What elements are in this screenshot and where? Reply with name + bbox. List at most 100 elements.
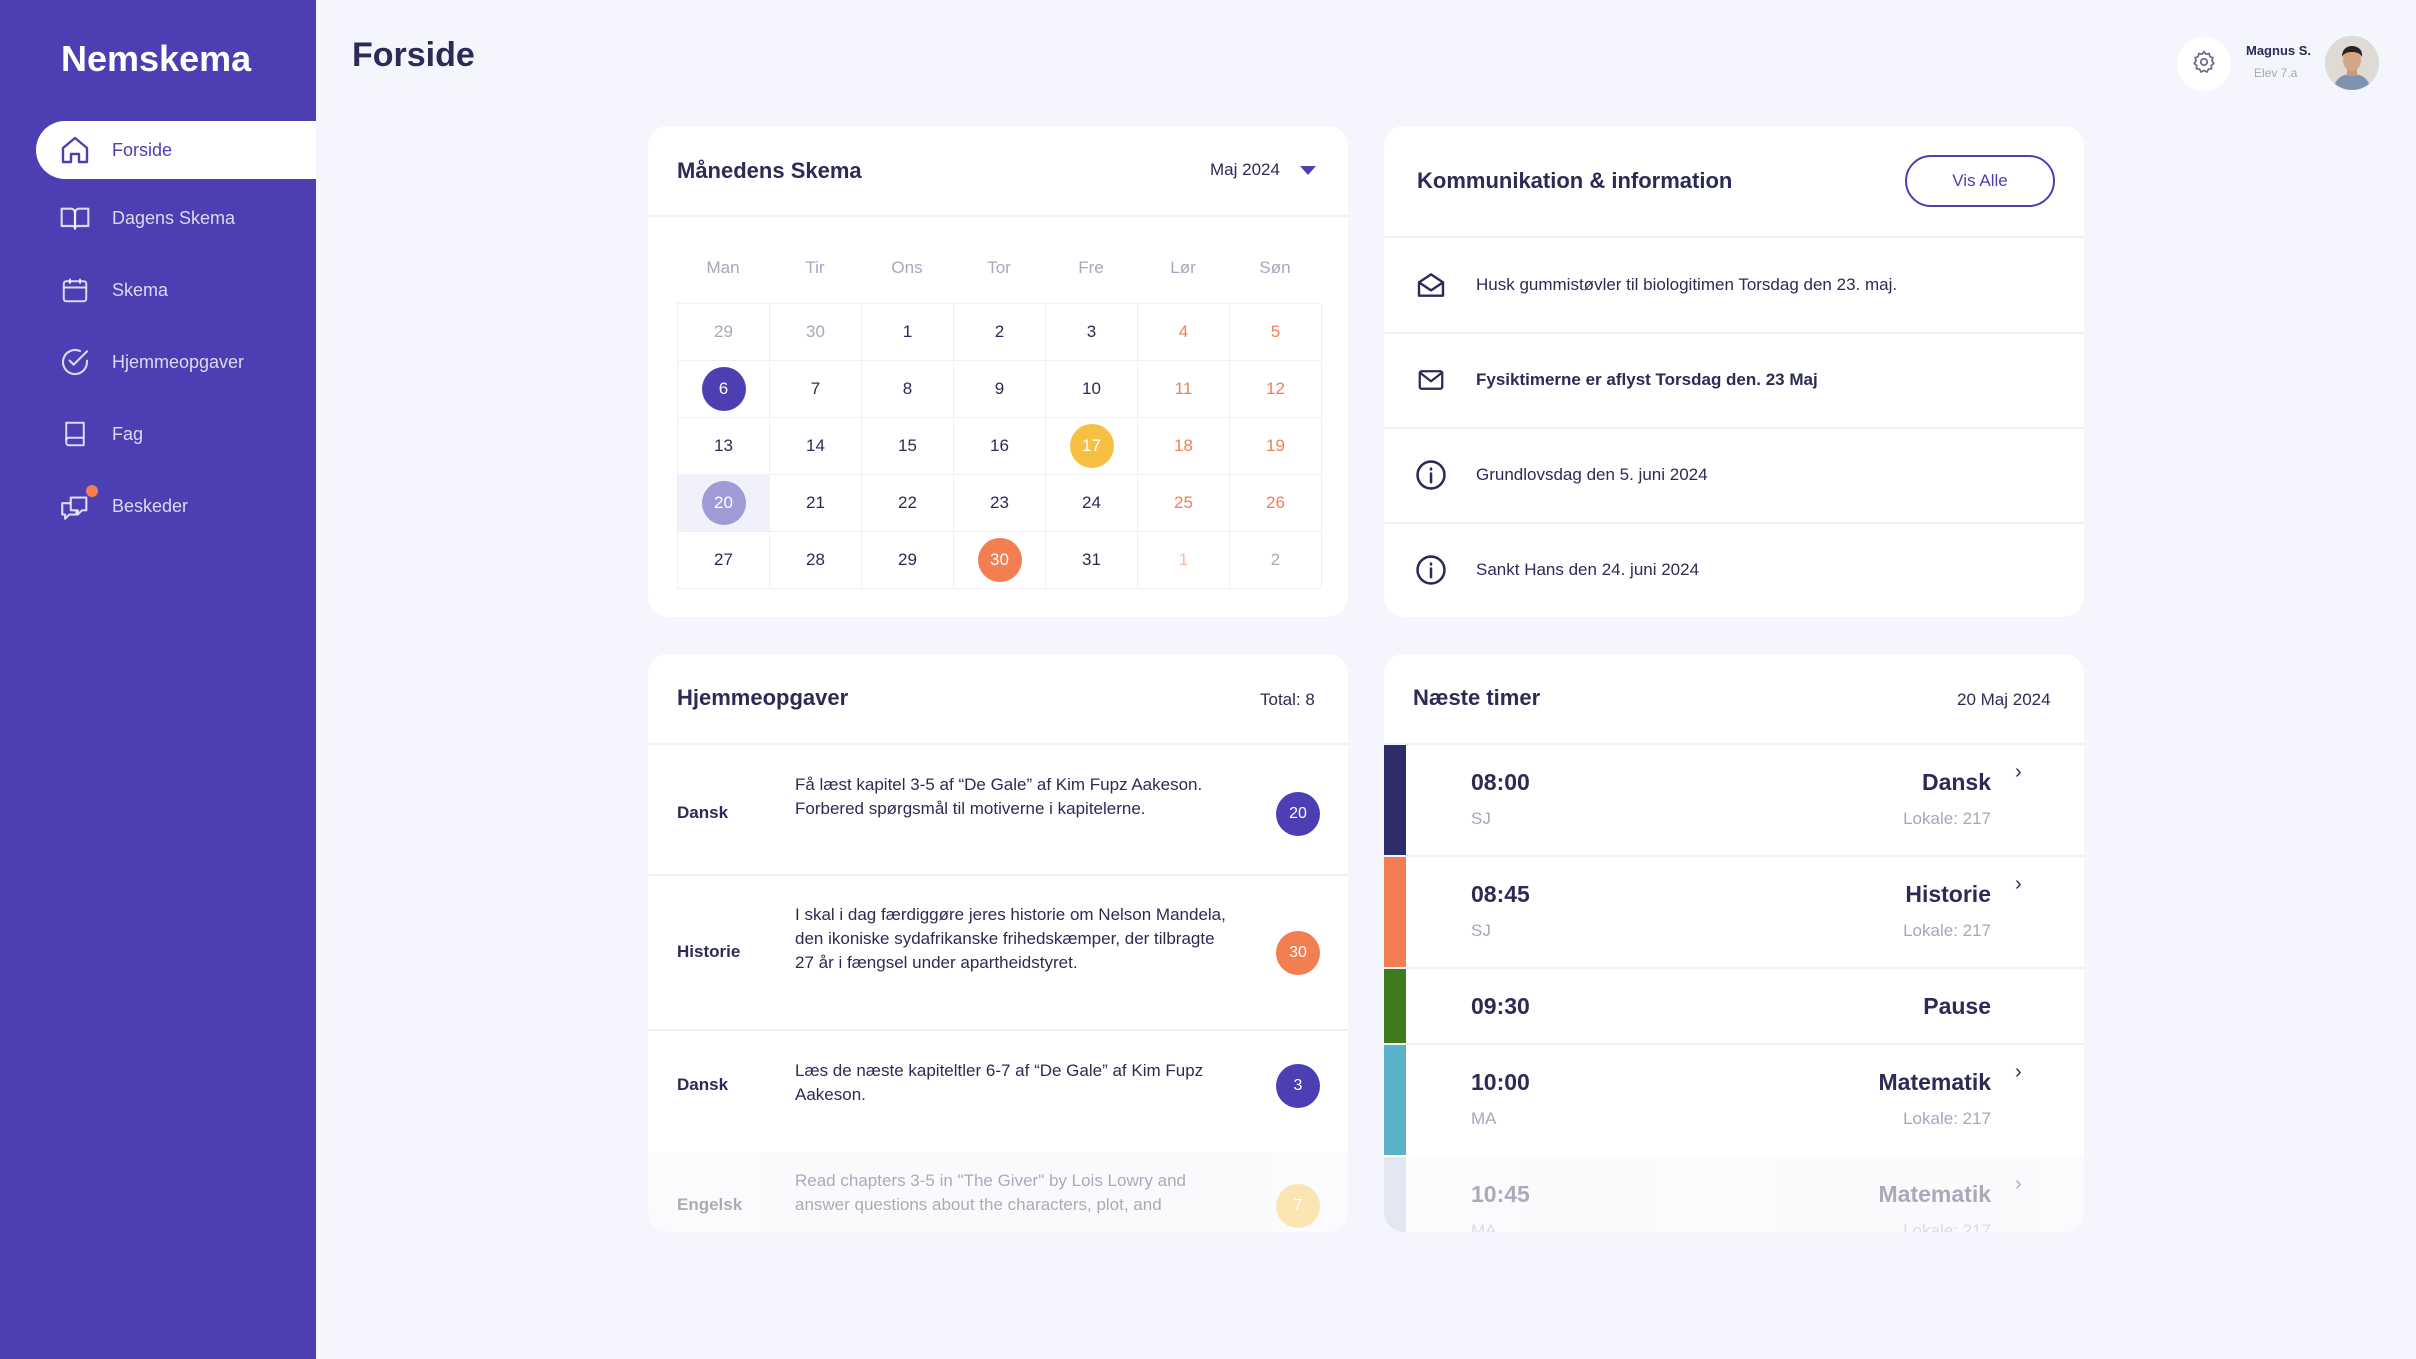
lesson-room: Lokale: 217 (1903, 921, 1991, 940)
lesson-teacher: SJ (1471, 809, 1491, 828)
calendar-day[interactable]: 25 (1138, 475, 1230, 532)
divider (648, 743, 1348, 745)
user-role: Elev 7.a (2254, 66, 2298, 80)
message-item[interactable]: Fysiktimerne er aflyst Torsdag den. 23 M… (1384, 333, 2084, 427)
calendar-day[interactable]: 2 (1230, 532, 1322, 589)
calendar-day[interactable]: 1 (1138, 532, 1230, 589)
calendar-icon (58, 273, 92, 307)
next-lessons-date: 20 Maj 2024 (1957, 690, 2051, 709)
chevron-right-icon[interactable]: › (2015, 761, 2022, 783)
divider (1384, 522, 2084, 524)
calendar-day[interactable]: 29 (678, 304, 770, 361)
avatar[interactable] (2325, 36, 2379, 90)
calendar-day-selected[interactable]: 20 (678, 475, 770, 532)
calendar-day[interactable]: 24 (1046, 475, 1138, 532)
calendar-day[interactable]: 26 (1230, 475, 1322, 532)
lesson-time: 08:45 (1471, 881, 1530, 907)
calendar-day[interactable]: 2 (954, 304, 1046, 361)
weekday-label: Tir (805, 258, 825, 277)
calendar-day[interactable]: 29 (862, 532, 954, 589)
book-icon (58, 417, 92, 451)
lesson-color-bar (1384, 1045, 1406, 1155)
lesson-item[interactable]: 10:45 MA Matematik Lokale: 217 › (1384, 1157, 2084, 1232)
lesson-teacher: MA (1471, 1221, 1497, 1232)
divider (1384, 427, 2084, 429)
calendar-day[interactable]: 18 (1138, 418, 1230, 475)
lesson-item-break: 09:30 Pause (1384, 969, 2084, 1043)
book-open-icon (58, 201, 92, 235)
homework-item[interactable]: Engelsk Read chapters 3-5 in "The Giver"… (648, 1152, 1348, 1232)
calendar-day[interactable]: 23 (954, 475, 1046, 532)
calendar-day[interactable]: 12 (1230, 361, 1322, 418)
calendar-day-today[interactable]: 6 (678, 361, 770, 418)
calendar-day[interactable]: 22 (862, 475, 954, 532)
lesson-color-bar (1384, 745, 1406, 855)
info-item[interactable]: Sankt Hans den 24. juni 2024 (1384, 523, 2084, 617)
lesson-teacher: MA (1471, 1109, 1497, 1128)
homework-description: Read chapters 3-5 in "The Giver" by Lois… (795, 1171, 1186, 1214)
calendar-day[interactable]: 28 (770, 532, 862, 589)
calendar-day[interactable]: 31 (1046, 532, 1138, 589)
month-selector[interactable]: Maj 2024 (1210, 160, 1316, 180)
sidebar-item-fag[interactable]: Fag (36, 405, 316, 463)
divider (648, 874, 1348, 876)
calendar-day[interactable]: 7 (770, 361, 862, 418)
chevron-right-icon[interactable]: › (2015, 1173, 2022, 1195)
sidebar-item-forside[interactable]: Forside (36, 121, 316, 179)
lesson-room: Lokale: 217 (1903, 809, 1991, 828)
calendar-day[interactable]: 30 (770, 304, 862, 361)
calendar-day[interactable]: 16 (954, 418, 1046, 475)
homework-total: Total: 8 (1260, 690, 1315, 709)
calendar-day[interactable]: 27 (678, 532, 770, 589)
homework-item[interactable]: Dansk Læs de næste kapiteltler 6-7 af “D… (648, 1031, 1348, 1141)
communication-title: Kommunikation & information (1417, 168, 1733, 193)
lesson-item[interactable]: 08:45 SJ Historie Lokale: 217 › (1384, 857, 2084, 967)
sidebar-item-skema[interactable]: Skema (36, 261, 316, 319)
homework-subject: Dansk (677, 803, 729, 822)
divider (648, 1029, 1348, 1031)
divider (1384, 332, 2084, 334)
homework-item[interactable]: Historie I skal i dag færdiggøre jeres h… (648, 876, 1348, 1028)
homework-card: Hjemmeopgaver Total: 8 Dansk Få læst kap… (648, 654, 1348, 1232)
today-marker: 6 (701, 367, 746, 411)
homework-item[interactable]: Dansk Få læst kapitel 3-5 af “De Gale” a… (648, 745, 1348, 883)
chevron-right-icon[interactable]: › (2015, 1061, 2022, 1083)
info-text: Sankt Hans den 24. juni 2024 (1476, 560, 1700, 579)
calendar-day[interactable]: 14 (770, 418, 862, 475)
calendar-day[interactable]: 4 (1138, 304, 1230, 361)
message-item[interactable]: Husk gummistøvler til biologitimen Torsd… (1384, 238, 2084, 332)
homework-subject: Engelsk (677, 1195, 743, 1214)
lesson-subject: Historie (1905, 881, 1991, 907)
sidebar-item-dagens-skema[interactable]: Dagens Skema (36, 189, 316, 247)
sidebar-item-hjemmeopgaver[interactable]: Hjemmeopgaver (36, 333, 316, 391)
lesson-subject: Matematik (1878, 1181, 1991, 1207)
calendar-day[interactable]: 5 (1230, 304, 1322, 361)
calendar-day[interactable]: 19 (1230, 418, 1322, 475)
settings-button[interactable] (2177, 37, 2231, 91)
lesson-item[interactable]: 08:00 SJ Dansk Lokale: 217 › (1384, 745, 2084, 855)
sidebar-item-label: Forside (112, 139, 173, 160)
calendar-day[interactable]: 9 (954, 361, 1046, 418)
lesson-item[interactable]: 10:00 MA Matematik Lokale: 217 › (1384, 1045, 2084, 1155)
calendar-day-event[interactable]: 30 (954, 532, 1046, 589)
gear-icon (2191, 49, 2217, 80)
chevron-right-icon[interactable]: › (2015, 873, 2022, 895)
app-logo[interactable]: Nemskema (61, 38, 252, 79)
view-all-button[interactable]: Vis Alle (1905, 155, 2055, 207)
calendar-day-holiday[interactable]: 17 (1046, 418, 1138, 475)
sidebar-item-beskeder[interactable]: Beskeder (36, 477, 316, 535)
calendar-day[interactable]: 21 (770, 475, 862, 532)
calendar-day[interactable]: 13 (678, 418, 770, 475)
chat-icon (58, 485, 98, 523)
check-circle-icon (58, 345, 92, 379)
lesson-time: 09:30 (1471, 993, 1530, 1019)
calendar-day[interactable]: 1 (862, 304, 954, 361)
calendar-day[interactable]: 10 (1046, 361, 1138, 418)
calendar-day[interactable]: 8 (862, 361, 954, 418)
weekday-label: Lør (1170, 258, 1196, 277)
calendar-day[interactable]: 11 (1138, 361, 1230, 418)
homework-count-badge: 30 (1276, 931, 1320, 975)
info-item[interactable]: Grundlovsdag den 5. juni 2024 (1384, 428, 2084, 522)
calendar-day[interactable]: 3 (1046, 304, 1138, 361)
calendar-day[interactable]: 15 (862, 418, 954, 475)
